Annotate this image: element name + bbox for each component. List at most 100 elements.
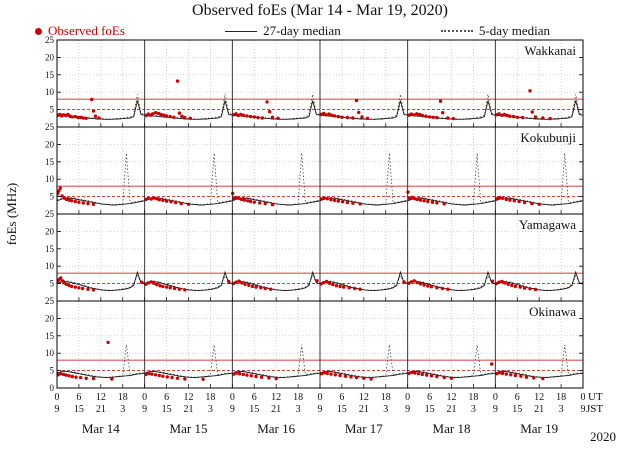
observed-point xyxy=(521,115,525,120)
observed-point xyxy=(151,112,155,116)
observed-point xyxy=(319,197,324,201)
observed-point xyxy=(247,283,251,287)
observed-point xyxy=(241,113,245,117)
observed-point xyxy=(91,376,96,381)
y-tick-label: 20 xyxy=(45,226,55,236)
observed-point xyxy=(270,202,275,207)
observed-point xyxy=(369,377,373,381)
observed-point xyxy=(537,202,541,206)
ut-tick-label: 18 xyxy=(293,392,303,403)
observed-point xyxy=(322,371,327,375)
legend-median27-label: 27-day median xyxy=(263,23,341,38)
observed-point xyxy=(254,285,258,289)
observed-point xyxy=(164,285,169,289)
observed-point xyxy=(449,376,454,380)
observed-point xyxy=(322,111,326,116)
station-label: Yamagawa xyxy=(519,217,576,232)
y-tick-label: 25 xyxy=(45,209,55,219)
observed-point xyxy=(327,281,332,285)
observed-point xyxy=(69,284,74,289)
observed-point xyxy=(80,286,85,291)
y-tick-label: 15 xyxy=(45,70,55,80)
observed-point xyxy=(270,115,275,120)
observed-point xyxy=(422,199,426,203)
observed-point xyxy=(446,287,450,291)
y-tick-label: 10 xyxy=(45,348,55,358)
ut-tick-label: 0 xyxy=(230,392,235,403)
y-tick-label: 15 xyxy=(45,244,55,254)
observed-point xyxy=(234,280,238,284)
ut-tick-label: 6 xyxy=(252,392,257,403)
observed-point xyxy=(347,286,351,290)
observed-point xyxy=(70,374,75,379)
observed-point xyxy=(422,283,426,287)
jst-tick-label: 15 xyxy=(74,404,84,415)
observed-point xyxy=(513,284,518,289)
ut-tick-label: 0 xyxy=(405,392,410,403)
y-tick-label: 5 xyxy=(50,366,55,376)
y-tick-label: 5 xyxy=(50,192,55,202)
ut-tick-label: 6 xyxy=(76,392,81,403)
observed-point xyxy=(106,340,110,345)
observed-point xyxy=(265,100,269,104)
observed-point xyxy=(402,280,406,284)
observed-point xyxy=(263,201,267,206)
observed-point xyxy=(503,281,507,285)
observed-point xyxy=(201,377,205,381)
jst-tick-label: 21 xyxy=(184,404,194,415)
jst-tick-label: 9 xyxy=(493,404,498,415)
observed-point xyxy=(183,377,187,381)
observed-point xyxy=(358,202,362,206)
observed-point xyxy=(330,113,334,117)
observed-point xyxy=(91,202,96,206)
observed-point xyxy=(183,288,187,292)
observed-point xyxy=(324,279,329,284)
observed-point xyxy=(322,280,326,285)
jst-tick-label: 21 xyxy=(359,404,369,415)
observed-point xyxy=(263,286,267,291)
observed-point xyxy=(440,286,445,291)
observed-point xyxy=(334,284,339,288)
observed-point xyxy=(146,196,150,200)
observed-point xyxy=(495,372,499,376)
jst-tick-label: 9 xyxy=(405,404,410,415)
jst-tick-label: 15 xyxy=(162,404,172,415)
observed-point xyxy=(84,376,88,380)
observed-point xyxy=(495,197,499,201)
observed-point xyxy=(172,286,177,291)
ut-tick-label: 0 xyxy=(142,392,147,403)
observed-point xyxy=(73,114,78,119)
observed-point xyxy=(329,372,333,376)
observed-point xyxy=(76,115,80,120)
observed-point xyxy=(354,375,359,380)
observed-point xyxy=(511,114,516,119)
observed-point xyxy=(177,111,182,115)
observed-point xyxy=(175,376,180,380)
observed-point xyxy=(548,116,552,121)
observed-point xyxy=(110,377,114,381)
observed-point xyxy=(500,279,504,284)
observed-point xyxy=(409,280,413,284)
observed-point xyxy=(338,284,342,289)
observed-point xyxy=(258,201,262,205)
legend-item-median27: 27-day median xyxy=(225,23,341,39)
observed-point xyxy=(260,116,264,120)
jst-tick-label: 15 xyxy=(337,404,347,415)
observed-point xyxy=(426,284,430,288)
observed-point xyxy=(254,374,258,379)
observed-point xyxy=(340,200,345,204)
observed-point xyxy=(412,197,417,201)
observed-point xyxy=(162,113,166,117)
observed-point xyxy=(500,113,504,117)
jst-tick-label: 3 xyxy=(383,404,388,415)
observed-point xyxy=(430,200,435,204)
y-tick-label: 10 xyxy=(45,87,55,97)
observed-point xyxy=(530,110,534,114)
observed-point xyxy=(410,195,414,199)
jst-unit-label: JST xyxy=(586,403,604,415)
observed-point xyxy=(429,285,434,289)
observed-point xyxy=(77,200,81,204)
observed-point xyxy=(234,195,238,200)
jst-tick-label: 3 xyxy=(296,404,301,415)
observed-point xyxy=(415,280,419,285)
